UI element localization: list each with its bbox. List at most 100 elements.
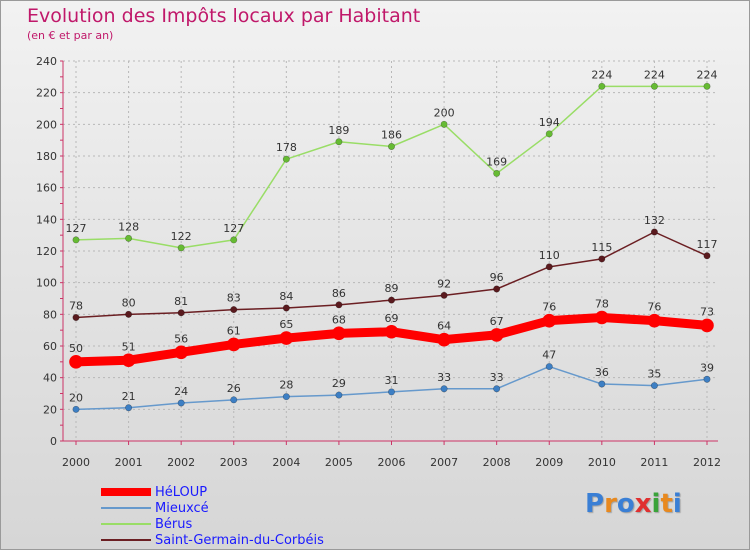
data-label-berus: 122 (171, 230, 192, 243)
data-point-heloup (437, 332, 451, 347)
x-tick-label: 2001 (115, 456, 143, 469)
data-label-mieuxce: 28 (279, 379, 293, 392)
chart-title: Evolution des Impôts locaux par Habitant (27, 5, 421, 27)
y-tick-label: 160 (36, 182, 57, 195)
legend-swatch (101, 539, 151, 541)
data-label-berus: 194 (539, 116, 560, 129)
data-point-mieuxce (230, 396, 238, 404)
data-label-berus: 200 (434, 106, 455, 119)
data-point-berus (282, 155, 290, 163)
data-label-heloup: 64 (437, 320, 451, 333)
legend-label: HéLOUP (155, 484, 208, 500)
data-point-saint-germain-du-corbeis (440, 291, 448, 299)
x-tick-label: 2006 (378, 456, 406, 469)
x-tick-label: 2005 (325, 456, 353, 469)
data-label-saint-germain-du-corbeis: 80 (122, 296, 136, 309)
data-point-mieuxce (440, 385, 448, 393)
data-label-heloup: 67 (490, 315, 504, 328)
data-point-saint-germain-du-corbeis (335, 301, 343, 309)
y-tick-label: 40 (43, 372, 57, 385)
data-label-heloup: 68 (332, 313, 346, 326)
y-tick-label: 120 (36, 245, 57, 258)
proxiti-logo: Proxiti (585, 489, 682, 519)
data-point-mieuxce (703, 375, 711, 383)
y-tick-label: 240 (36, 55, 57, 68)
data-point-saint-germain-du-corbeis (72, 313, 80, 321)
data-label-berus: 127 (66, 222, 87, 235)
data-point-berus (598, 82, 606, 90)
y-tick-label: 140 (36, 213, 57, 226)
data-point-mieuxce (282, 393, 290, 401)
data-point-berus (493, 169, 501, 177)
data-point-berus (230, 236, 238, 244)
data-point-heloup (595, 310, 609, 325)
data-label-heloup: 61 (227, 324, 241, 337)
data-label-mieuxce: 29 (332, 377, 346, 390)
data-point-mieuxce (493, 385, 501, 393)
data-point-heloup (489, 328, 504, 342)
legend-label: Mieuxcé (155, 500, 209, 516)
legend-swatch (101, 507, 151, 509)
data-label-saint-germain-du-corbeis: 86 (332, 287, 346, 300)
data-point-heloup (647, 313, 662, 328)
data-label-mieuxce: 26 (227, 382, 241, 395)
data-point-berus (335, 138, 343, 146)
data-label-mieuxce: 21 (122, 390, 136, 403)
data-label-mieuxce: 47 (542, 349, 556, 362)
data-label-mieuxce: 33 (437, 371, 451, 384)
x-tick-label: 2008 (483, 456, 511, 469)
data-label-mieuxce: 36 (595, 366, 609, 379)
data-point-mieuxce (177, 399, 185, 407)
data-point-heloup (332, 326, 346, 341)
data-point-saint-germain-du-corbeis (177, 309, 185, 317)
data-point-mieuxce (387, 388, 395, 396)
data-label-heloup: 65 (279, 318, 293, 331)
data-point-heloup (174, 345, 188, 360)
data-point-mieuxce (650, 382, 658, 390)
data-label-berus: 224 (644, 68, 665, 81)
data-label-layer: 78 80 81 83 84 86 89 92 96 110 115 132 117 127 128 122 1… (66, 68, 718, 404)
legend-swatch (101, 523, 151, 525)
legend-swatch (101, 488, 151, 496)
y-tick-label: 20 (43, 403, 57, 416)
x-tick-label: 2004 (272, 456, 300, 469)
data-point-mieuxce (125, 404, 133, 412)
data-label-heloup: 78 (595, 298, 609, 311)
x-tick-label: 2010 (588, 456, 616, 469)
data-point-berus (440, 120, 448, 128)
data-label-mieuxce: 33 (490, 371, 504, 384)
data-point-berus (650, 82, 658, 90)
data-label-saint-germain-du-corbeis: 83 (227, 292, 241, 305)
data-point-saint-germain-du-corbeis (230, 306, 238, 314)
logo-letter: r (604, 489, 617, 519)
data-label-berus: 178 (276, 141, 297, 154)
data-label-berus: 186 (381, 129, 402, 142)
data-label-saint-germain-du-corbeis: 96 (490, 271, 504, 284)
data-point-heloup (279, 331, 294, 345)
data-label-saint-germain-du-corbeis: 115 (591, 241, 612, 254)
y-tick-label: 0 (50, 435, 57, 448)
legend-item-berus: Bérus (101, 516, 324, 532)
data-point-saint-germain-du-corbeis (598, 255, 606, 263)
logo-letter: i (651, 489, 661, 519)
data-label-mieuxce: 35 (647, 368, 661, 381)
data-point-berus (177, 244, 185, 252)
y-tick-label: 220 (36, 87, 57, 100)
data-label-mieuxce: 31 (385, 374, 399, 387)
y-tick-label: 100 (36, 277, 57, 290)
x-tick-label: 2009 (535, 456, 563, 469)
data-label-saint-germain-du-corbeis: 132 (644, 214, 665, 227)
logo-letter: t (660, 489, 673, 519)
x-tick-label: 2003 (220, 456, 248, 469)
data-point-heloup (700, 318, 714, 333)
legend-label: Bérus (155, 516, 193, 532)
data-label-saint-germain-du-corbeis: 78 (69, 300, 83, 313)
data-label-heloup: 56 (174, 332, 188, 345)
data-point-berus (125, 234, 133, 242)
data-label-heloup: 76 (647, 301, 661, 314)
data-label-berus: 224 (697, 68, 718, 81)
legend-item-mieuxce: Mieuxcé (101, 500, 324, 516)
data-label-saint-germain-du-corbeis: 89 (385, 282, 399, 295)
